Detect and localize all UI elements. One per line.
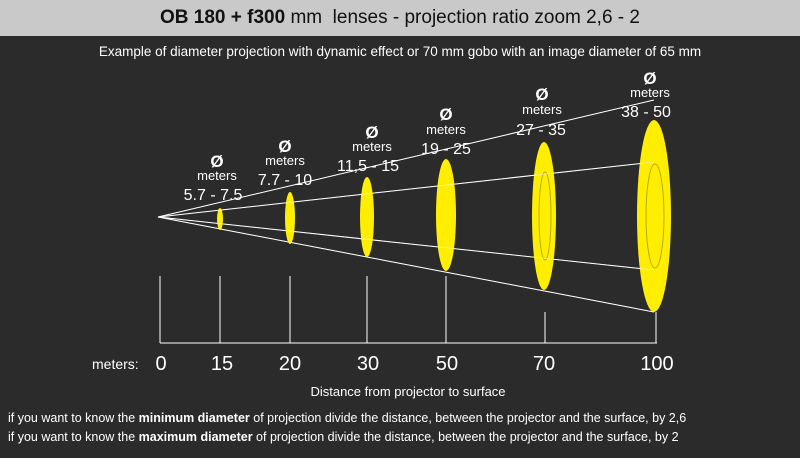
projection-ellipses xyxy=(217,120,671,312)
title-unit: mm xyxy=(290,7,323,28)
beam-lines-overlay xyxy=(157,99,655,313)
diameter-range: 38 - 50 xyxy=(621,104,671,121)
axis-label-20: 20 xyxy=(279,353,301,375)
projection-ellipse-20 xyxy=(285,192,295,244)
diameter-symbol: Ø xyxy=(439,105,452,124)
overlay-line-upper xyxy=(157,161,655,218)
axis-label-15: 15 xyxy=(211,353,233,375)
diameter-label-100: Ø meters 38 - 50 xyxy=(621,69,671,121)
diameter-label-30: Ø meters 11,5 - 15 xyxy=(337,123,399,175)
note-suffix: of projection divide the distance, betwe… xyxy=(249,411,687,425)
title-bar: OB 180 + f300 mm lenses - projection rat… xyxy=(0,0,800,36)
projection-ellipse-50 xyxy=(436,159,456,271)
diameter-label-70: Ø meters 27 - 35 xyxy=(516,85,566,139)
note-bold: maximum diameter xyxy=(138,430,253,444)
diameter-unit: meters xyxy=(265,153,305,168)
diameter-range: 5.7 - 7.5 xyxy=(184,187,243,204)
diameter-unit: meters xyxy=(426,122,466,137)
title-rest: lenses - projection ratio zoom 2,6 - 2 xyxy=(332,7,640,28)
inner-ring-70 xyxy=(538,171,552,261)
axis-caption: Distance from projector to surface xyxy=(310,384,505,399)
diameter-label-20: Ø meters 7.7 - 10 xyxy=(258,137,312,189)
projection-ellipse-15 xyxy=(217,208,223,230)
diameter-symbol: Ø xyxy=(535,85,548,104)
overlay-line-lower xyxy=(157,216,655,271)
projection-ellipse-70 xyxy=(532,142,556,290)
diameter-unit: meters xyxy=(197,168,237,183)
diameter-range: 11,5 - 15 xyxy=(337,158,399,175)
note-maximum-diameter: if you want to know the maximum diameter… xyxy=(8,430,679,444)
projection-ellipse-30 xyxy=(360,177,374,257)
note-prefix: if you want to know the xyxy=(8,430,139,444)
diameter-label-15: Ø meters 5.7 - 7.5 xyxy=(184,152,243,204)
distance-axis xyxy=(159,276,657,344)
note-bold: minimum diameter xyxy=(138,411,250,425)
diameter-unit: meters xyxy=(522,102,562,117)
axis-label-0: 0 xyxy=(155,353,166,375)
diameter-symbol: Ø xyxy=(365,123,378,142)
diameter-range: 7.7 - 10 xyxy=(258,172,312,189)
axis-labels: meters: 0 15 20 30 50 70 100 Distance fr… xyxy=(92,353,674,399)
projection-inner-rings xyxy=(538,163,665,269)
overlay-line-bottom xyxy=(157,216,655,313)
axis-unit-label: meters: xyxy=(92,356,139,372)
diameter-symbol: Ø xyxy=(278,137,291,156)
note-prefix: if you want to know the xyxy=(8,411,139,425)
projection-ellipse-100 xyxy=(637,120,671,312)
axis-label-100: 100 xyxy=(640,353,673,375)
beam-lines xyxy=(157,99,655,313)
axis-label-70: 70 xyxy=(533,353,555,375)
inner-ring-100 xyxy=(645,163,665,269)
note-minimum-diameter: if you want to know the minimum diameter… xyxy=(8,411,686,425)
overlay-line-top xyxy=(157,99,655,218)
axis-label-30: 30 xyxy=(357,353,379,375)
diameter-unit: meters xyxy=(630,85,670,100)
diameter-symbol: Ø xyxy=(643,69,656,88)
axis-label-50: 50 xyxy=(436,353,458,375)
diameter-labels: Ø meters 5.7 - 7.5 Ø meters 7.7 - 10 Ø m… xyxy=(184,69,671,204)
diameter-range: 27 - 35 xyxy=(516,122,566,139)
title-model: OB 180 + f300 xyxy=(160,7,286,28)
diameter-range: 19 - 25 xyxy=(421,141,471,158)
note-suffix: of projection divide the distance, betwe… xyxy=(252,430,679,444)
subtitle: Example of diameter projection with dyna… xyxy=(98,44,702,59)
diameter-unit: meters xyxy=(352,139,392,154)
diameter-label-50: Ø meters 19 - 25 xyxy=(421,105,471,158)
diameter-symbol: Ø xyxy=(210,152,223,171)
